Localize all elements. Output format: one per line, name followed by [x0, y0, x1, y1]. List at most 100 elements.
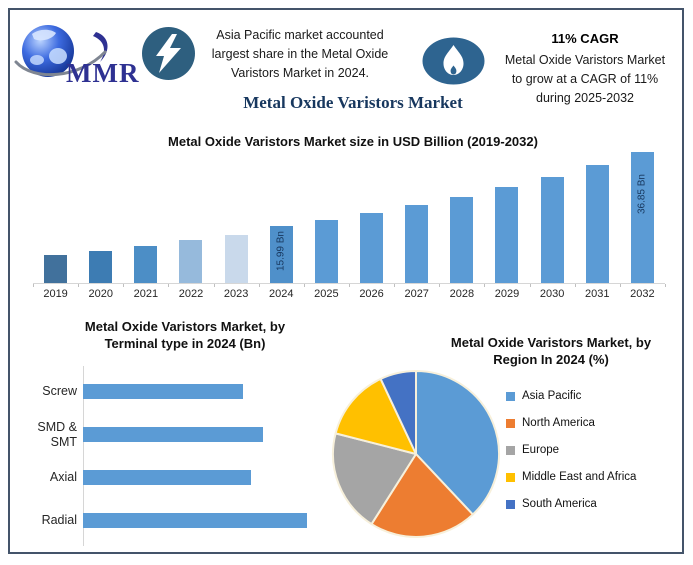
x-axis-tick — [530, 284, 531, 287]
terminal-type-bars: Screw SMD & SMT Axial Radial — [22, 370, 348, 542]
terminal-chart-title-line2: Terminal type in 2024 (Bn) — [104, 336, 266, 351]
region-chart-title-line2: Region In 2024 (%) — [493, 352, 609, 367]
cagr-highlight: 11% CAGR Metal Oxide Varistors Market to… — [490, 29, 680, 108]
x-axis-label-2022: 2022 — [178, 288, 204, 300]
x-axis-label-2028: 2028 — [449, 288, 475, 300]
terminal-row-axial: Axial — [22, 456, 348, 499]
legend-label-europe: Europe — [522, 444, 560, 456]
x-axis-label-2026: 2026 — [359, 288, 384, 300]
bar-2026 — [360, 213, 384, 283]
legend-marker-north-america — [506, 418, 515, 428]
legend-marker-south-america — [506, 499, 515, 509]
pie-slice-asia-pacific — [415, 370, 500, 516]
mmr-logo: MMR — [10, 20, 140, 88]
bar-column-2032: 36.85 Bn — [620, 152, 665, 283]
market-size-chart-title: Metal Oxide Varistors Market size in USD… — [168, 134, 538, 149]
x-axis-label-2027: 2027 — [404, 288, 429, 300]
pie-slice-europe — [332, 432, 417, 526]
x-axis-tick — [78, 284, 79, 287]
bar-column-2030 — [530, 152, 575, 283]
bar-column-2026 — [349, 152, 394, 283]
highlight-line: Asia Pacific market accounted — [216, 28, 384, 42]
x-axis-tick — [575, 284, 576, 287]
bar-column-2027 — [394, 152, 439, 283]
bar-column-2023 — [214, 152, 259, 283]
highlight-line: Metal Oxide Varistors Market — [504, 53, 666, 67]
x-axis-label-2020: 2020 — [88, 288, 113, 300]
x-axis-label-2030: 2030 — [539, 288, 565, 300]
bar-2021 — [134, 246, 158, 283]
x-axis-tick — [394, 284, 395, 287]
terminal-bar-smd-smt — [83, 427, 263, 442]
x-axis-tick — [259, 284, 260, 287]
bar-2028 — [450, 197, 474, 283]
region-chart-title-line1: Metal Oxide Varistors Market, by — [450, 335, 652, 350]
terminal-type-chart: Metal Oxide Varistors Market, by Termina… — [22, 318, 348, 548]
bar-2025 — [314, 220, 338, 283]
x-axis-label-2024: 2024 — [269, 288, 294, 300]
highlight-line: to grow at a CAGR of 11% — [511, 72, 659, 86]
terminal-label-axial: Axial — [49, 470, 77, 484]
x-axis-label-2025: 2025 — [314, 288, 339, 300]
legend-item-asia-pacific: Asia Pacific — [506, 390, 636, 402]
bar-2023 — [224, 235, 248, 283]
region-pie-chart: Metal Oxide Varistors Market, by Region … — [330, 334, 682, 552]
legend-marker-europe — [506, 445, 515, 455]
x-axis-tick — [168, 284, 169, 287]
x-axis-label-2029: 2029 — [494, 288, 520, 300]
x-axis-tick — [123, 284, 124, 287]
terminal-bar-axial — [83, 470, 251, 485]
x-axis-tick — [484, 284, 485, 287]
bar-2024: 15.99 Bn — [269, 226, 293, 283]
bar-column-2022 — [168, 152, 213, 283]
highlight-line: during 2025-2032 — [536, 91, 634, 105]
bar-column-2028 — [439, 152, 484, 283]
legend-label-asia-pacific: Asia Pacific — [522, 390, 582, 402]
page-title: Metal Oxide Varistors Market — [243, 93, 463, 112]
bar-2031 — [585, 165, 609, 283]
x-axis-tick — [214, 284, 215, 287]
logo-text: MMR — [66, 58, 140, 88]
pie-legend: Asia Pacific North America Europe Middle Ea… — [506, 390, 636, 525]
legend-item-north-america: North America — [506, 417, 636, 429]
highlight-line: largest share in the Metal Oxide — [211, 47, 389, 61]
legend-label-north-america: North America — [522, 417, 595, 429]
bar-column-2020 — [78, 152, 123, 283]
terminal-row-radial: Radial — [22, 499, 348, 542]
bar-2030 — [540, 177, 564, 283]
x-axis-ticks — [33, 284, 666, 288]
x-axis-tick — [304, 284, 305, 287]
market-size-bar-chart: 15.99 Bn 36.85 Bn — [33, 152, 665, 283]
x-axis-label-2031: 2031 — [585, 288, 610, 300]
terminal-label-screw: Screw — [42, 384, 77, 398]
terminal-label-radial: Radial — [41, 513, 77, 527]
terminal-chart-title-line1: Metal Oxide Varistors Market, by — [84, 319, 286, 334]
x-axis-tick — [349, 284, 350, 287]
asia-pacific-highlight: Asia Pacific market accounted largest sh… — [198, 26, 402, 83]
x-axis-label-2023: 2023 — [223, 288, 249, 300]
bar-column-2019 — [33, 152, 78, 283]
terminal-bar-screw — [83, 384, 243, 399]
legend-item-europe: Europe — [506, 444, 636, 456]
x-axis-tick — [33, 284, 34, 287]
x-axis-line — [33, 283, 665, 284]
pie-slice-middle-east-and-africa — [334, 377, 417, 455]
bar-column-2029 — [484, 152, 529, 283]
cagr-value: 11% CAGR — [551, 31, 619, 46]
legend-marker-asia-pacific — [506, 391, 515, 401]
pie-graphic — [332, 370, 500, 538]
outer-border — [8, 8, 684, 554]
bar-column-2024: 15.99 Bn — [259, 152, 304, 283]
terminal-bar-radial — [83, 513, 307, 528]
terminal-row-smd-smt: SMD & SMT — [22, 413, 348, 456]
bar-column-2021 — [123, 152, 168, 283]
legend-marker-middle-east-and-africa — [506, 472, 515, 482]
x-axis-tick — [665, 284, 666, 287]
legend-item-middle-east-and-africa: Middle East and Africa — [506, 471, 636, 483]
bar-value-label-2032: 36.85 Bn — [636, 174, 648, 215]
x-axis-tick — [620, 284, 621, 287]
x-axis-tick — [439, 284, 440, 287]
pie-slice-south-america — [379, 370, 417, 455]
bar-2022 — [179, 240, 203, 283]
